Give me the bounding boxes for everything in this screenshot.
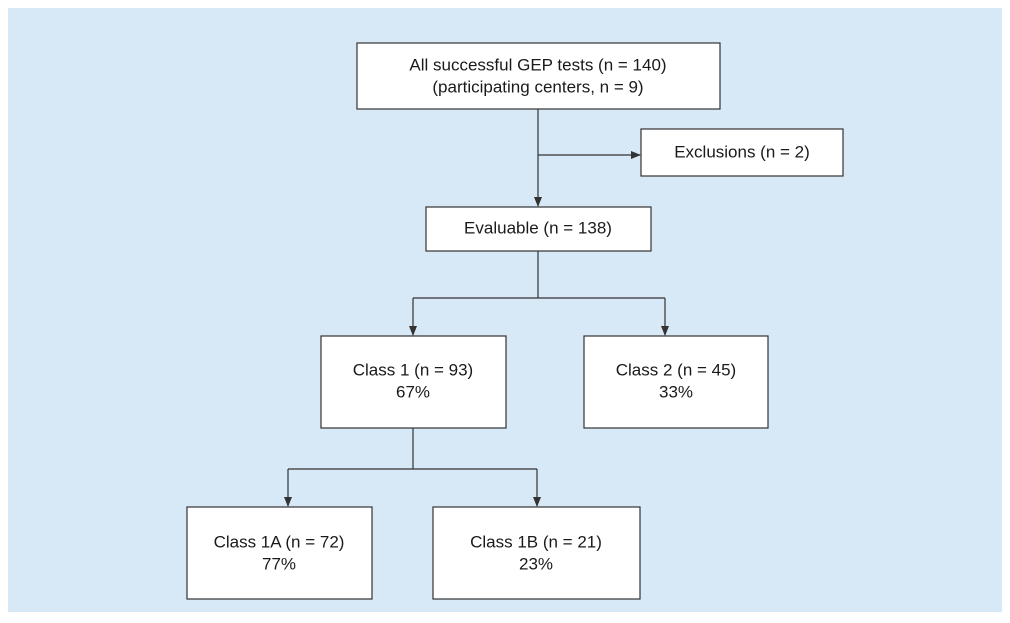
node-text: All successful GEP tests (n = 140) <box>409 55 666 74</box>
node-box <box>583 335 769 429</box>
node-text: Exclusions (n = 2) <box>674 142 810 161</box>
node-box <box>425 206 652 252</box>
node-text: 23% <box>519 554 553 573</box>
node-text: Class 1 (n = 93) <box>353 360 473 379</box>
node-box <box>356 42 721 110</box>
node-text: Class 1B (n = 21) <box>470 532 602 551</box>
node-box <box>432 506 641 600</box>
node-text: 67% <box>396 382 430 401</box>
node-box <box>320 335 507 429</box>
node-text: Class 2 (n = 45) <box>616 360 736 379</box>
node-box <box>186 506 373 600</box>
connector <box>413 251 665 299</box>
node-text: 33% <box>659 382 693 401</box>
node-text: Evaluable (n = 138) <box>464 218 612 237</box>
connector <box>288 428 537 470</box>
node-text: Class 1A (n = 72) <box>214 532 345 551</box>
node-text: (participating centers, n = 9) <box>432 77 643 96</box>
node-box <box>640 128 844 177</box>
node-text: 77% <box>262 554 296 573</box>
